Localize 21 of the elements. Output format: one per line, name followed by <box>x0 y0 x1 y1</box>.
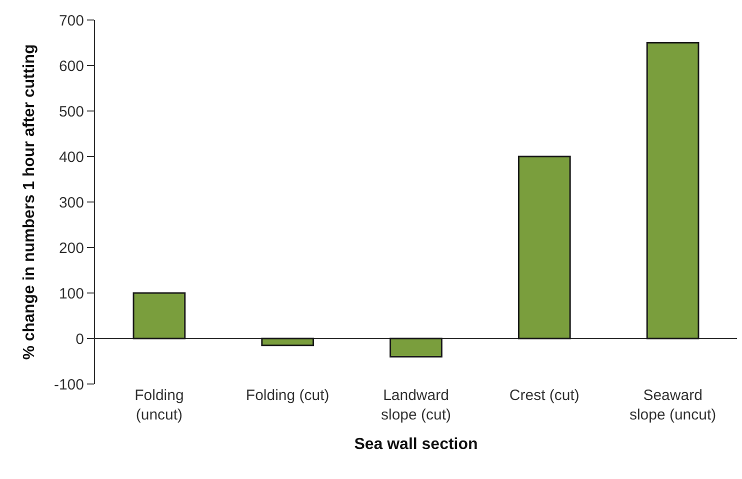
x-tick-label: Folding (uncut) <box>134 387 184 424</box>
bar <box>261 338 314 346</box>
y-axis-title: % change in numbers 1 hour after cutting <box>20 44 38 360</box>
x-tick-label: Crest (cut) <box>509 387 580 404</box>
y-tick-label: 400 <box>58 148 84 166</box>
x-tick-label: Folding (cut) <box>246 387 330 404</box>
y-tick-label: 100 <box>58 285 84 302</box>
x-tick-label: Seaward slope (uncut) <box>629 387 716 424</box>
y-tick-label: 0 <box>76 330 84 348</box>
bar <box>390 338 442 358</box>
x-axis-title: Sea wall section <box>354 436 478 454</box>
bar <box>132 292 186 340</box>
y-tick-label: 200 <box>58 240 84 257</box>
y-tick-label: 500 <box>58 103 84 120</box>
bar <box>518 156 571 340</box>
y-tick-label: 700 <box>58 12 84 30</box>
y-tick-label: 300 <box>58 194 84 212</box>
y-tick-label: 600 <box>58 58 84 75</box>
y-tick-label: -100 <box>54 376 84 394</box>
bar <box>646 42 700 340</box>
x-tick-label: Landward slope (cut) <box>380 387 452 424</box>
